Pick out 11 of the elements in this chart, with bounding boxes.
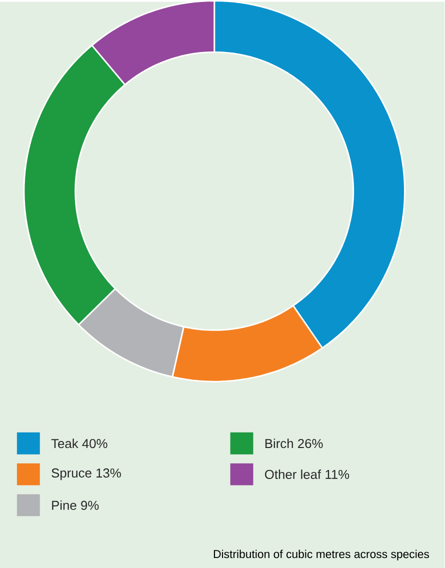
data-label: 40% xyxy=(82,438,108,448)
legend-label: Spruce xyxy=(52,468,92,480)
legend-label: Teak xyxy=(52,438,79,448)
data-label: 11% xyxy=(326,470,350,479)
data-label: 9% xyxy=(81,500,99,510)
data-label: 13% xyxy=(96,468,122,478)
legend-label: Other leaf xyxy=(265,470,322,480)
data-label: 26% xyxy=(298,438,323,448)
legend-label: Pine xyxy=(52,500,76,510)
text: Distribution of cubic metres across species xyxy=(214,550,430,560)
legend-label: Birch xyxy=(266,438,294,448)
